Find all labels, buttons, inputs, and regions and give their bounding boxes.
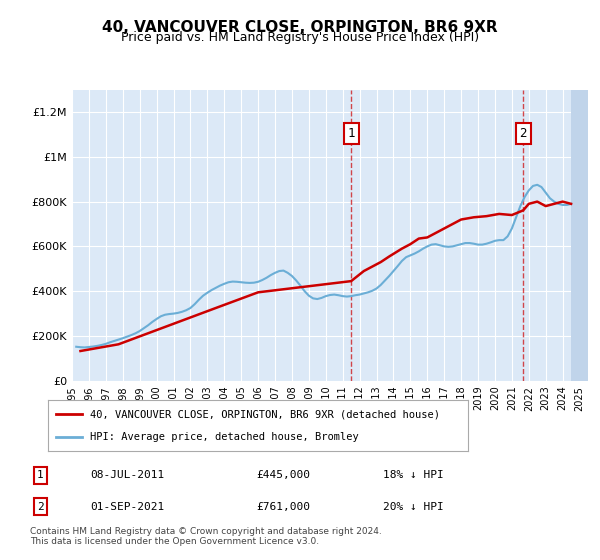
Text: 40, VANCOUVER CLOSE, ORPINGTON, BR6 9XR (detached house): 40, VANCOUVER CLOSE, ORPINGTON, BR6 9XR … [90,409,440,419]
Text: HPI: Average price, detached house, Bromley: HPI: Average price, detached house, Brom… [90,432,359,442]
Text: 01-SEP-2021: 01-SEP-2021 [90,502,164,511]
Text: 2: 2 [520,127,527,140]
Text: £761,000: £761,000 [256,502,310,511]
Text: 2: 2 [37,502,44,511]
Text: 18% ↓ HPI: 18% ↓ HPI [383,470,443,480]
Text: 20% ↓ HPI: 20% ↓ HPI [383,502,443,511]
Bar [571,90,588,381]
Text: 08-JUL-2011: 08-JUL-2011 [90,470,164,480]
Text: 40, VANCOUVER CLOSE, ORPINGTON, BR6 9XR: 40, VANCOUVER CLOSE, ORPINGTON, BR6 9XR [102,20,498,35]
Text: Contains HM Land Registry data © Crown copyright and database right 2024.
This d: Contains HM Land Registry data © Crown c… [30,526,382,546]
Text: 1: 1 [347,127,355,140]
Text: 1: 1 [37,470,44,480]
Text: Price paid vs. HM Land Registry's House Price Index (HPI): Price paid vs. HM Land Registry's House … [121,31,479,44]
Text: £445,000: £445,000 [256,470,310,480]
